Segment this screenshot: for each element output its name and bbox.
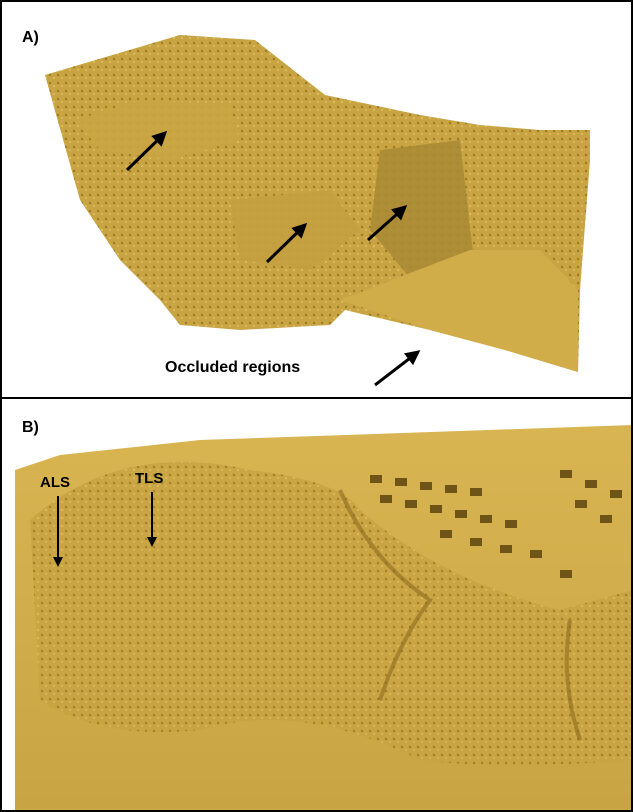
annotation: ALS [40, 474, 70, 491]
panel-label: B) [22, 419, 39, 436]
panel-a: A) Occluded regions [22, 29, 590, 385]
figure: A) Occluded regions B) ALS TLS [0, 0, 633, 812]
arrow [375, 352, 418, 385]
panel-label: A) [22, 29, 39, 46]
panel-b: B) ALS TLS [15, 419, 633, 812]
annotation: TLS [135, 470, 163, 487]
annotation: Occluded regions [165, 359, 300, 376]
